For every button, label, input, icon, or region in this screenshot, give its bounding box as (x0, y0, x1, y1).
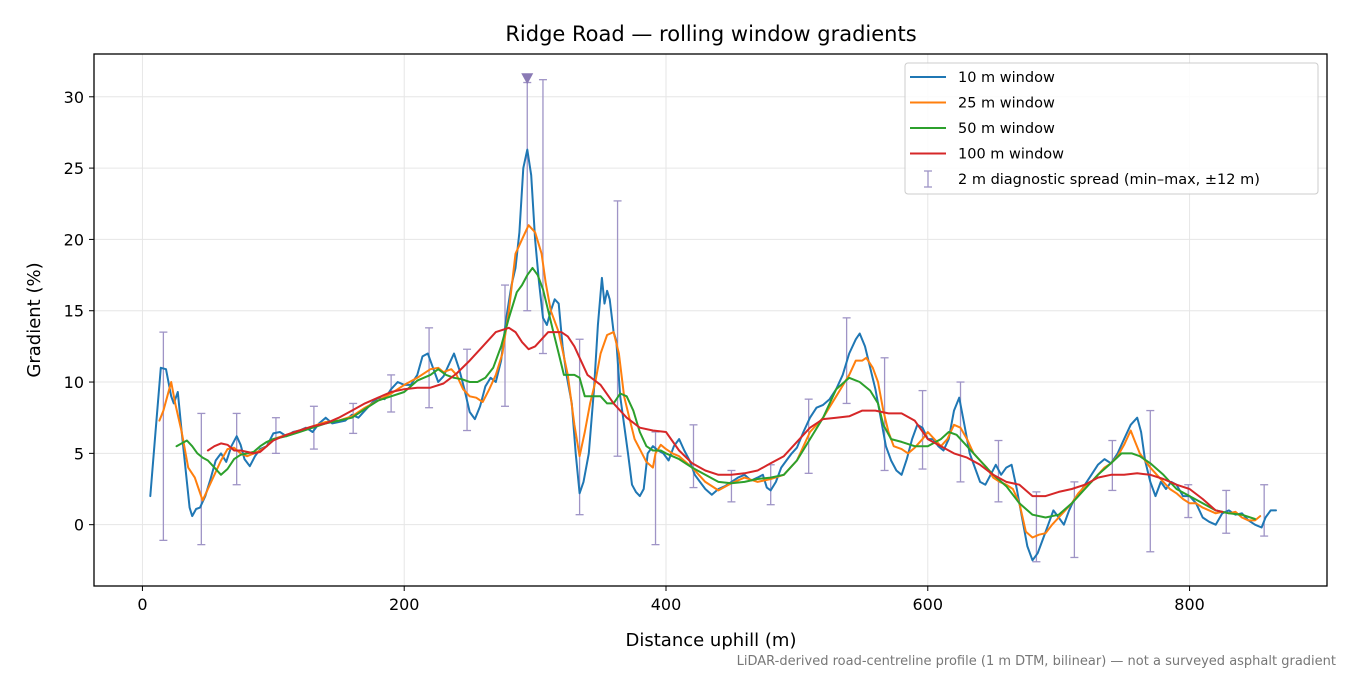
legend-item: 25 m window (910, 96, 1055, 112)
legend-item: 100 m window (910, 147, 1064, 163)
legend-label: 50 m window (958, 121, 1055, 137)
x-axis-ticks: 0 200 400 600 800 (137, 586, 1205, 614)
errorbar (613, 200, 622, 457)
errorbar (349, 402, 358, 435)
y-axis-ticks: 0 5 10 15 20 25 30 (64, 88, 94, 535)
y-tick-label: 20 (64, 230, 84, 249)
y-tick-label: 10 (64, 373, 84, 392)
series-lines (149, 148, 1277, 562)
y-tick-label: 30 (64, 88, 84, 107)
chart-title: Ridge Road — rolling window gradients (505, 22, 916, 46)
y-tick-label: 5 (74, 444, 84, 463)
legend-item: 2 m diagnostic spread (min–max, ±12 m) (924, 170, 1260, 188)
grid-lines (94, 54, 1327, 586)
legend-item: 10 m window (910, 70, 1055, 86)
errorbar (1070, 481, 1079, 559)
errorbar (538, 79, 547, 355)
errorbar (1032, 491, 1041, 563)
y-tick-label: 0 (74, 516, 84, 535)
y-tick-label: 15 (64, 302, 84, 321)
series-line-1 (149, 148, 1277, 562)
y-tick-label: 25 (64, 159, 84, 178)
errorbar (197, 412, 206, 546)
peak-marker (521, 73, 534, 85)
legend-box (904, 62, 1319, 195)
errorbar (689, 424, 698, 489)
series-line-4 (206, 326, 1224, 513)
legend: 10 m window 25 m window 50 m window 100 m w… (904, 62, 1319, 195)
legend-label: 100 m window (958, 147, 1064, 163)
legend-label: 10 m window (958, 70, 1055, 86)
x-axis-label: Distance uphill (m) (626, 630, 797, 651)
legend-label: 2 m diagnostic spread (min–max, ±12 m) (958, 172, 1260, 188)
errorbar (1260, 484, 1269, 537)
legend-item: 50 m window (910, 121, 1055, 137)
errorbar (1184, 484, 1193, 519)
x-tick-label: 200 (389, 595, 420, 614)
x-tick-label: 800 (1174, 595, 1205, 614)
errorbar (501, 284, 509, 407)
y-axis-label: Gradient (%) (24, 262, 45, 377)
legend-label: 25 m window (958, 96, 1055, 112)
peak-marker-group (521, 73, 534, 85)
series-line-3 (175, 266, 1256, 520)
errorbar (1108, 439, 1117, 492)
x-tick-label: 0 (137, 595, 147, 614)
errorbar (271, 417, 280, 455)
x-tick-label: 600 (913, 595, 944, 614)
footnote: LiDAR-derived road-centreline profile (1… (737, 654, 1336, 669)
errorbar (159, 331, 168, 542)
errorbar (956, 381, 965, 483)
series-line-2 (158, 224, 1262, 539)
x-tick-label: 400 (651, 595, 682, 614)
errorbar (425, 327, 434, 409)
plot-frame (93, 53, 1328, 587)
